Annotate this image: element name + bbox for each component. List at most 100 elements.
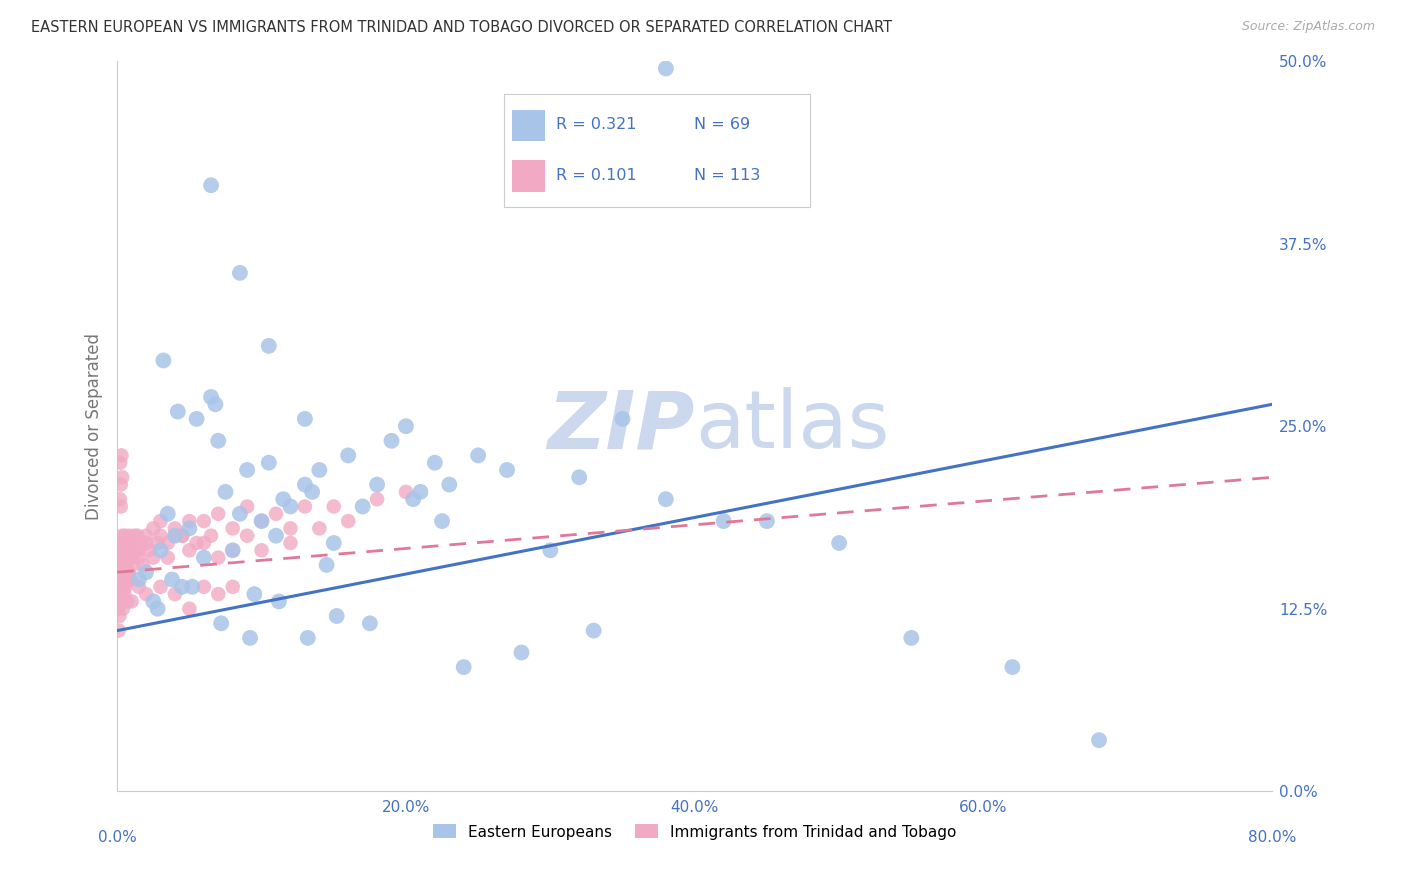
Immigrants from Trinidad and Tobago: [146, 536, 169, 550]
Eastern Europeans: [214, 484, 236, 499]
Immigrants from Trinidad and Tobago: [114, 529, 136, 543]
Immigrants from Trinidad and Tobago: [128, 580, 150, 594]
Legend: Eastern Europeans, Immigrants from Trinidad and Tobago: Eastern Europeans, Immigrants from Trini…: [427, 818, 963, 846]
Immigrants from Trinidad and Tobago: [222, 521, 245, 535]
Immigrants from Trinidad and Tobago: [108, 565, 131, 579]
Immigrants from Trinidad and Tobago: [112, 543, 135, 558]
Eastern Europeans: [900, 631, 922, 645]
Immigrants from Trinidad and Tobago: [149, 514, 172, 528]
Immigrants from Trinidad and Tobago: [122, 558, 145, 572]
Eastern Europeans: [172, 580, 194, 594]
Immigrants from Trinidad and Tobago: [107, 558, 129, 572]
Immigrants from Trinidad and Tobago: [156, 536, 179, 550]
Immigrants from Trinidad and Tobago: [112, 550, 135, 565]
Immigrants from Trinidad and Tobago: [111, 601, 134, 615]
Immigrants from Trinidad and Tobago: [118, 565, 141, 579]
Immigrants from Trinidad and Tobago: [114, 536, 136, 550]
Immigrants from Trinidad and Tobago: [250, 514, 273, 528]
Eastern Europeans: [582, 624, 605, 638]
Immigrants from Trinidad and Tobago: [179, 601, 201, 615]
Immigrants from Trinidad and Tobago: [135, 529, 157, 543]
Immigrants from Trinidad and Tobago: [207, 550, 229, 565]
Immigrants from Trinidad and Tobago: [142, 521, 165, 535]
Immigrants from Trinidad and Tobago: [110, 594, 132, 608]
Immigrants from Trinidad and Tobago: [112, 587, 135, 601]
Immigrants from Trinidad and Tobago: [207, 587, 229, 601]
Eastern Europeans: [655, 492, 678, 507]
Eastern Europeans: [181, 580, 204, 594]
Immigrants from Trinidad and Tobago: [108, 456, 131, 470]
Immigrants from Trinidad and Tobago: [163, 529, 186, 543]
Immigrants from Trinidad and Tobago: [107, 580, 129, 594]
Immigrants from Trinidad and Tobago: [110, 558, 132, 572]
Immigrants from Trinidad and Tobago: [111, 573, 134, 587]
Immigrants from Trinidad and Tobago: [115, 580, 138, 594]
Y-axis label: Divorced or Separated: Divorced or Separated: [86, 333, 103, 520]
Immigrants from Trinidad and Tobago: [207, 507, 229, 521]
Immigrants from Trinidad and Tobago: [111, 470, 134, 484]
Immigrants from Trinidad and Tobago: [132, 558, 155, 572]
Immigrants from Trinidad and Tobago: [108, 609, 131, 624]
Immigrants from Trinidad and Tobago: [179, 543, 201, 558]
Eastern Europeans: [239, 631, 262, 645]
Immigrants from Trinidad and Tobago: [108, 536, 131, 550]
Eastern Europeans: [352, 500, 374, 514]
Eastern Europeans: [280, 500, 302, 514]
Immigrants from Trinidad and Tobago: [110, 543, 132, 558]
Eastern Europeans: [163, 529, 186, 543]
Eastern Europeans: [359, 616, 381, 631]
Immigrants from Trinidad and Tobago: [108, 573, 131, 587]
Immigrants from Trinidad and Tobago: [280, 536, 302, 550]
Immigrants from Trinidad and Tobago: [117, 594, 139, 608]
Immigrants from Trinidad and Tobago: [124, 529, 146, 543]
Immigrants from Trinidad and Tobago: [107, 573, 129, 587]
Immigrants from Trinidad and Tobago: [236, 500, 259, 514]
Immigrants from Trinidad and Tobago: [110, 550, 132, 565]
Eastern Europeans: [538, 543, 561, 558]
Eastern Europeans: [257, 339, 280, 353]
Eastern Europeans: [366, 477, 388, 491]
Immigrants from Trinidad and Tobago: [110, 477, 132, 491]
Eastern Europeans: [152, 353, 174, 368]
Eastern Europeans: [193, 550, 215, 565]
Immigrants from Trinidad and Tobago: [129, 536, 152, 550]
Eastern Europeans: [156, 507, 179, 521]
Eastern Europeans: [294, 477, 316, 491]
Immigrants from Trinidad and Tobago: [308, 521, 330, 535]
Immigrants from Trinidad and Tobago: [108, 587, 131, 601]
Immigrants from Trinidad and Tobago: [200, 529, 222, 543]
Immigrants from Trinidad and Tobago: [280, 521, 302, 535]
Immigrants from Trinidad and Tobago: [264, 507, 287, 521]
Immigrants from Trinidad and Tobago: [111, 558, 134, 572]
Immigrants from Trinidad and Tobago: [110, 580, 132, 594]
Immigrants from Trinidad and Tobago: [107, 601, 129, 615]
Text: EASTERN EUROPEAN VS IMMIGRANTS FROM TRINIDAD AND TOBAGO DIVORCED OR SEPARATED CO: EASTERN EUROPEAN VS IMMIGRANTS FROM TRIN…: [31, 20, 891, 35]
Eastern Europeans: [467, 449, 489, 463]
Immigrants from Trinidad and Tobago: [250, 543, 273, 558]
Eastern Europeans: [337, 449, 360, 463]
Eastern Europeans: [146, 601, 169, 615]
Text: 0.0%: 0.0%: [98, 830, 136, 845]
Immigrants from Trinidad and Tobago: [111, 529, 134, 543]
Text: ZIP: ZIP: [547, 387, 695, 466]
Eastern Europeans: [430, 514, 453, 528]
Immigrants from Trinidad and Tobago: [120, 536, 142, 550]
Eastern Europeans: [453, 660, 475, 674]
Immigrants from Trinidad and Tobago: [115, 543, 138, 558]
Eastern Europeans: [250, 514, 273, 528]
Eastern Europeans: [264, 529, 287, 543]
Eastern Europeans: [257, 456, 280, 470]
Immigrants from Trinidad and Tobago: [163, 587, 186, 601]
Immigrants from Trinidad and Tobago: [107, 543, 129, 558]
Eastern Europeans: [612, 412, 634, 426]
Immigrants from Trinidad and Tobago: [107, 624, 129, 638]
Immigrants from Trinidad and Tobago: [108, 492, 131, 507]
Immigrants from Trinidad and Tobago: [112, 580, 135, 594]
Immigrants from Trinidad and Tobago: [135, 536, 157, 550]
Immigrants from Trinidad and Tobago: [110, 500, 132, 514]
Immigrants from Trinidad and Tobago: [120, 550, 142, 565]
Immigrants from Trinidad and Tobago: [172, 529, 194, 543]
Eastern Europeans: [200, 178, 222, 193]
Immigrants from Trinidad and Tobago: [115, 558, 138, 572]
Eastern Europeans: [166, 404, 188, 418]
